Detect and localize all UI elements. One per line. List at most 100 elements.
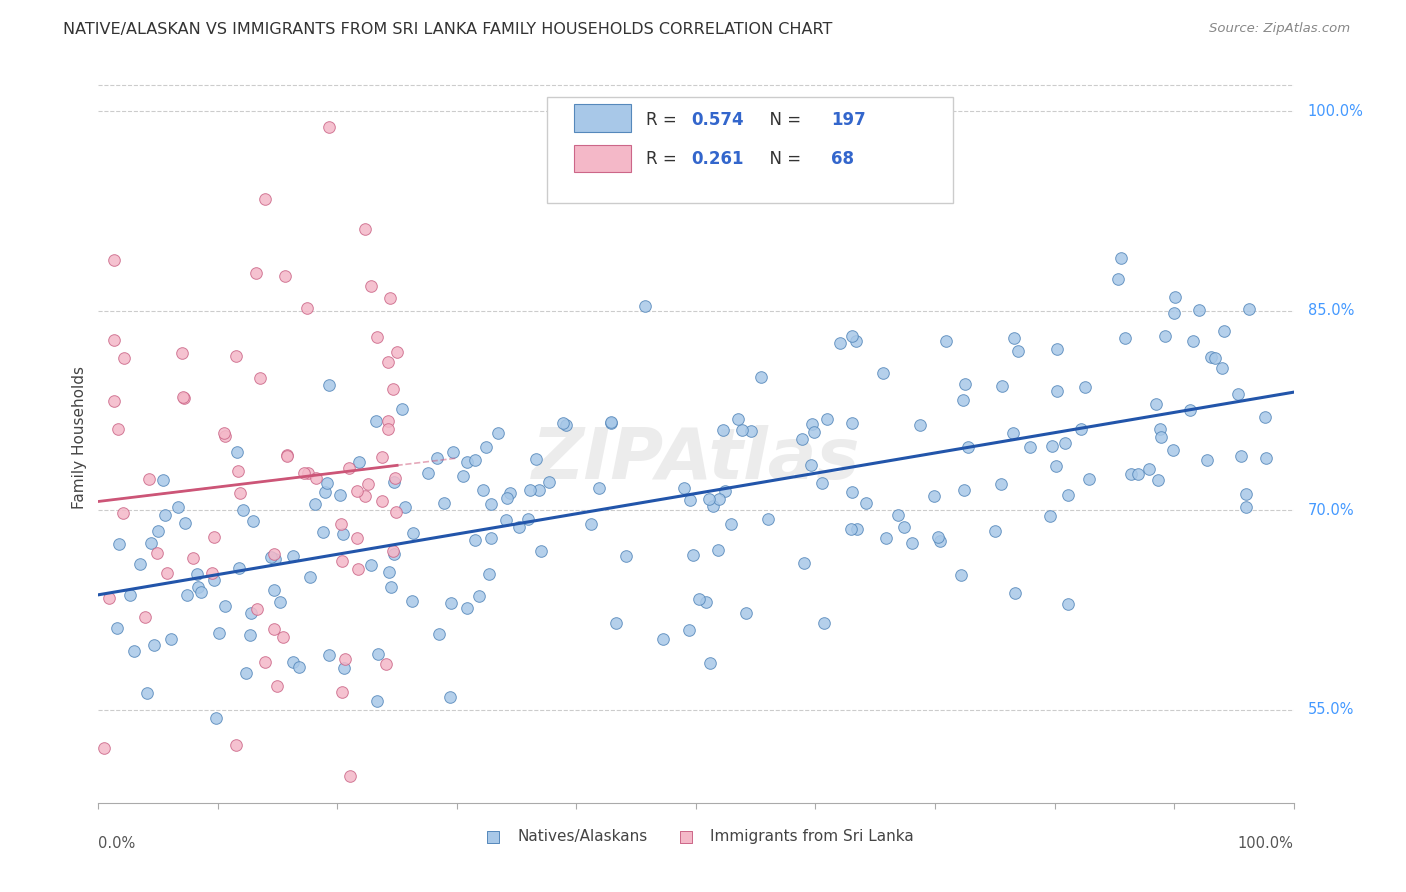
Text: 55.0%: 55.0% [1308, 702, 1354, 717]
Point [441, 445, 464, 459]
Point [245, 266, 267, 280]
Point [347, 562, 370, 576]
Point [333, 661, 356, 675]
Point [167, 500, 190, 514]
Point [756, 512, 779, 526]
Point [371, 450, 394, 465]
Point [875, 531, 897, 545]
Point [186, 567, 208, 582]
Point [699, 657, 721, 671]
Point [239, 627, 262, 641]
Point [1004, 586, 1026, 600]
Point [1139, 462, 1161, 476]
Point [678, 624, 700, 638]
Point [254, 655, 277, 669]
Point [314, 485, 336, 500]
Point [226, 464, 249, 478]
Point [353, 489, 375, 503]
Point [1149, 422, 1171, 436]
Point [339, 768, 361, 782]
Point [813, 615, 835, 630]
Point [652, 632, 675, 646]
Point [1040, 439, 1063, 453]
Point [264, 552, 287, 566]
Point [1054, 435, 1077, 450]
Y-axis label: Family Households: Family Households [72, 366, 87, 508]
Point [1188, 303, 1211, 318]
Point [172, 390, 194, 404]
Point [153, 508, 176, 522]
Point [893, 520, 915, 534]
Point [1211, 360, 1233, 375]
Point [118, 588, 141, 602]
Point [1077, 472, 1099, 486]
Point [276, 449, 298, 463]
Point [380, 580, 402, 594]
Text: 0.574: 0.574 [692, 111, 744, 128]
Point [391, 402, 413, 417]
Point [697, 491, 720, 506]
Point [749, 369, 772, 384]
Point [1147, 473, 1170, 487]
Point [984, 524, 1007, 538]
Point [1126, 467, 1149, 481]
Point [332, 527, 354, 541]
Point [464, 453, 486, 467]
Point [401, 594, 423, 608]
Point [194, 813, 217, 827]
Point [1070, 421, 1092, 435]
Point [202, 573, 225, 587]
Point [124, 644, 146, 658]
Point [187, 580, 209, 594]
Point [815, 412, 838, 426]
Point [467, 589, 489, 603]
Point [839, 522, 862, 536]
Point [281, 549, 304, 563]
Point [354, 222, 377, 236]
Point [952, 392, 974, 407]
Text: 0.0%: 0.0% [98, 836, 135, 851]
Point [688, 591, 710, 606]
Point [1199, 350, 1222, 364]
Point [318, 648, 340, 662]
Point [1019, 440, 1042, 454]
Point [1046, 384, 1069, 398]
Point [600, 416, 623, 430]
Point [1182, 334, 1205, 348]
Point [811, 476, 834, 491]
Point [1046, 342, 1069, 356]
Point [433, 496, 456, 510]
Point [731, 423, 754, 437]
Point [136, 686, 159, 700]
Point [679, 493, 702, 508]
Point [145, 545, 167, 559]
Point [225, 349, 247, 363]
Point [225, 445, 247, 459]
Point [329, 488, 352, 502]
Point [288, 660, 311, 674]
Point [841, 416, 863, 430]
Point [337, 461, 360, 475]
Point [1164, 290, 1187, 304]
Point [1234, 500, 1257, 514]
Point [908, 417, 931, 432]
Point [333, 652, 356, 666]
Point [382, 475, 405, 490]
Point [927, 530, 949, 544]
Point [295, 301, 318, 316]
Point [318, 377, 340, 392]
Point [235, 666, 257, 681]
Point [263, 583, 285, 598]
Point [105, 621, 128, 635]
Point [305, 471, 328, 485]
Point [97, 591, 120, 605]
Point [990, 477, 1012, 491]
FancyBboxPatch shape [547, 97, 953, 203]
Point [672, 481, 695, 495]
Point [1114, 331, 1136, 345]
Point [1163, 442, 1185, 457]
Point [1056, 597, 1078, 611]
Point [297, 466, 319, 480]
Point [103, 253, 125, 268]
Point [190, 584, 212, 599]
